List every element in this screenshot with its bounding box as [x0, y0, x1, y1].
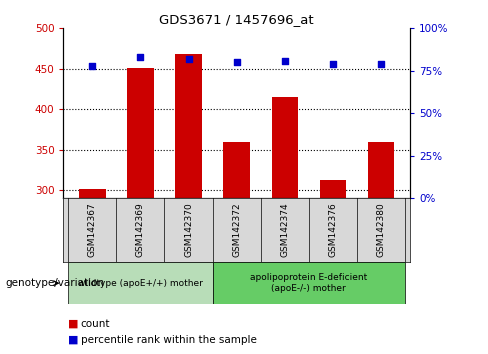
Text: GSM142374: GSM142374 [280, 203, 289, 257]
Bar [79, 189, 105, 198]
Bar [213, 262, 405, 304]
Text: GSM142369: GSM142369 [136, 203, 145, 257]
Text: GSM142370: GSM142370 [184, 203, 193, 257]
Bar [271, 97, 298, 198]
Text: apolipoprotein E-deficient
(apoE-/-) mother: apolipoprotein E-deficient (apoE-/-) mot… [250, 274, 367, 293]
Point [281, 58, 289, 63]
Point [88, 63, 96, 69]
Text: genotype/variation: genotype/variation [5, 278, 104, 288]
Bar [224, 142, 250, 198]
Text: GSM142367: GSM142367 [88, 203, 97, 257]
Point [184, 56, 192, 62]
Bar [127, 68, 154, 198]
Text: wildtype (apoE+/+) mother: wildtype (apoE+/+) mother [78, 279, 203, 288]
Point [329, 61, 337, 67]
Text: ■: ■ [68, 335, 79, 345]
Bar [320, 179, 346, 198]
Text: count: count [81, 319, 110, 329]
Text: GSM142372: GSM142372 [232, 203, 241, 257]
Text: ■: ■ [68, 319, 79, 329]
Point [137, 55, 144, 60]
Point [377, 61, 385, 67]
Bar [175, 54, 202, 198]
Text: GSM142380: GSM142380 [377, 203, 386, 257]
Title: GDS3671 / 1457696_at: GDS3671 / 1457696_at [160, 13, 314, 26]
Bar [368, 142, 394, 198]
Text: GSM142376: GSM142376 [328, 203, 337, 257]
Point [233, 59, 241, 65]
Text: percentile rank within the sample: percentile rank within the sample [81, 335, 256, 345]
Bar [68, 262, 213, 304]
